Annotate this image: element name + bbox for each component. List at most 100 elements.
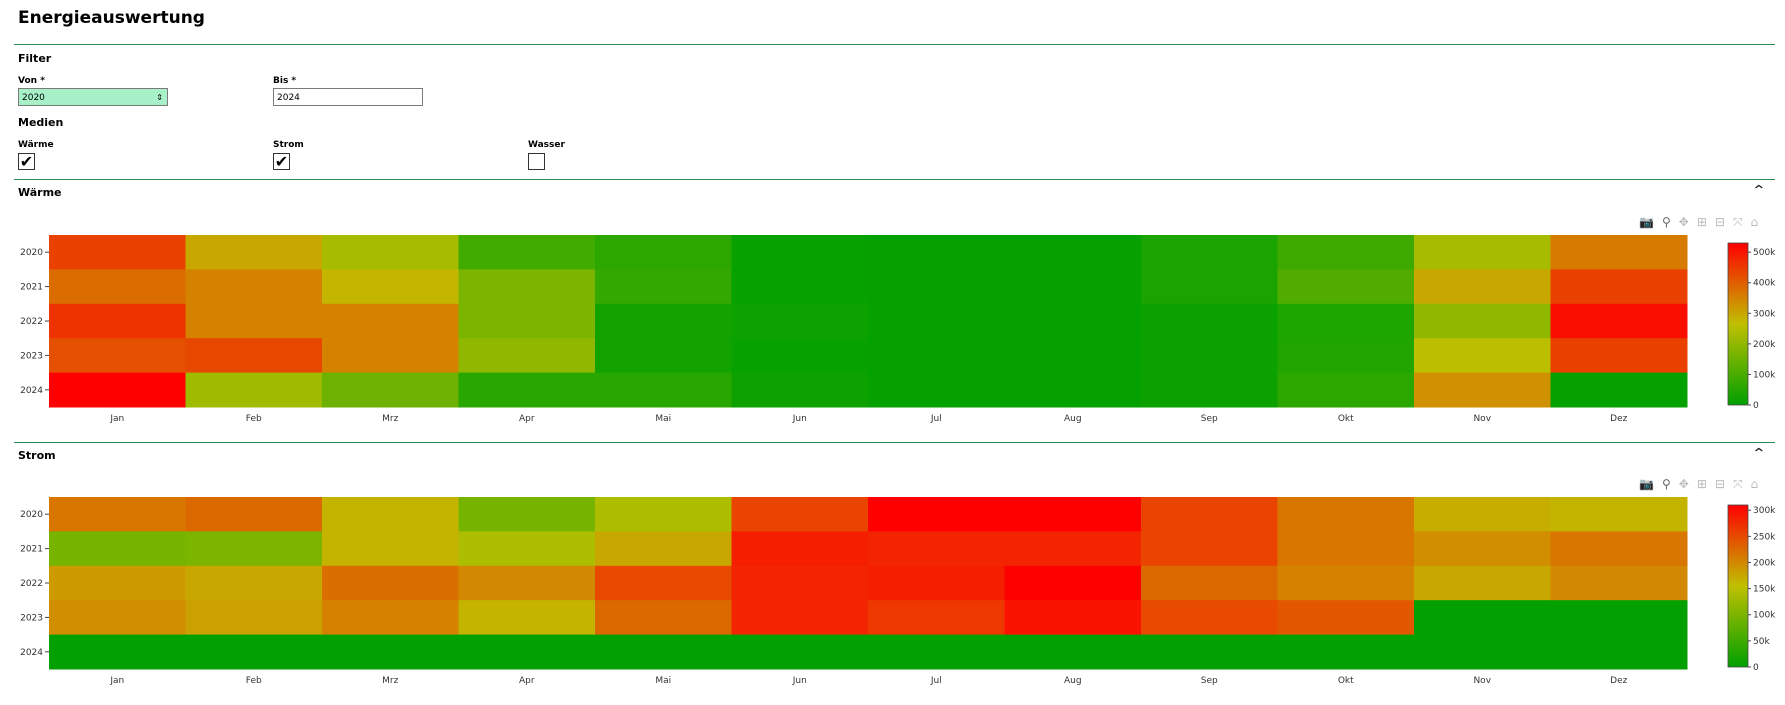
heatmap-cell[interactable] — [1550, 303, 1688, 339]
heatmap-cell[interactable] — [1550, 531, 1688, 567]
heatmap-cell[interactable] — [595, 600, 732, 636]
heatmap-cell[interactable] — [1004, 269, 1142, 305]
heatmap-cell[interactable] — [1550, 634, 1688, 670]
heatmap-cell[interactable] — [49, 565, 186, 601]
heatmap-cell[interactable] — [731, 565, 869, 601]
checkbox-strom[interactable]: ✔ — [273, 153, 290, 170]
heatmap-cell[interactable] — [1004, 372, 1142, 408]
heatmap-cell[interactable] — [731, 303, 869, 339]
heatmap-cell[interactable] — [185, 269, 323, 305]
heatmap-cell[interactable] — [868, 565, 1005, 601]
heatmap-cell[interactable] — [1414, 303, 1551, 339]
heatmap-cell[interactable] — [458, 497, 596, 532]
checkbox-wasser[interactable] — [528, 153, 545, 170]
heatmap-cell[interactable] — [49, 634, 186, 670]
heatmap-cell[interactable] — [731, 634, 869, 670]
heatmap-cell[interactable] — [458, 565, 596, 601]
heatmap-cell[interactable] — [595, 634, 732, 670]
heatmap-cell[interactable] — [1004, 600, 1142, 636]
camera-icon[interactable]: 📷 — [1639, 215, 1654, 229]
heatmap-cell[interactable] — [1277, 600, 1415, 636]
heatmap-cell[interactable] — [1277, 634, 1415, 670]
heatmap-cell[interactable] — [185, 303, 323, 339]
heatmap-cell[interactable] — [1004, 565, 1142, 601]
heatmap-cell[interactable] — [595, 269, 732, 305]
heatmap-cell[interactable] — [1414, 235, 1551, 270]
heatmap-cell[interactable] — [49, 338, 186, 374]
heatmap-cell[interactable] — [1550, 372, 1688, 408]
heatmap-cell[interactable] — [185, 338, 323, 374]
heatmap-cell[interactable] — [1550, 235, 1688, 270]
heatmap-cell[interactable] — [731, 372, 869, 408]
heatmap-cell[interactable] — [731, 338, 869, 374]
heatmap-cell[interactable] — [1141, 269, 1278, 305]
heatmap-cell[interactable] — [1414, 531, 1551, 567]
heatmap-cell[interactable] — [49, 269, 186, 305]
collapse-waerme-icon[interactable]: ⌃ — [1751, 183, 1767, 199]
heatmap-cell[interactable] — [1141, 565, 1278, 601]
heatmap-cell[interactable] — [1414, 565, 1551, 601]
heatmap-cell[interactable] — [322, 269, 459, 305]
heatmap-cell[interactable] — [49, 600, 186, 636]
heatmap-cell[interactable] — [1277, 269, 1415, 305]
camera-icon[interactable]: 📷 — [1639, 477, 1654, 491]
heatmap-cell[interactable] — [595, 303, 732, 339]
heatmap-cell[interactable] — [49, 303, 186, 339]
heatmap-cell[interactable] — [1277, 497, 1415, 532]
heatmap-cell[interactable] — [731, 600, 869, 636]
to-year-input[interactable]: 2024 — [273, 88, 423, 106]
heatmap-cell[interactable] — [595, 338, 732, 374]
heatmap-cell[interactable] — [1550, 497, 1688, 532]
from-year-input[interactable]: 2020 ⇕ — [18, 88, 168, 106]
reset-axes-icon[interactable]: ⌂ — [1750, 477, 1759, 491]
zoom-in-icon[interactable]: ⊞ — [1696, 215, 1707, 229]
heatmap-cell[interactable] — [322, 634, 459, 670]
heatmap-cell[interactable] — [458, 338, 596, 374]
heatmap-cell[interactable] — [1004, 634, 1142, 670]
heatmap-cell[interactable] — [868, 235, 1005, 270]
heatmap-cell[interactable] — [322, 235, 459, 270]
heatmap-cell[interactable] — [1550, 338, 1688, 374]
heatmap-strom[interactable]: 2020 2021 2022 2023 2024 Jan Feb Mrz Apr Mai Jun Ju… — [0, 492, 1785, 692]
heatmap-cell[interactable] — [1277, 565, 1415, 601]
heatmap-cell[interactable] — [1004, 497, 1142, 532]
heatmap-cell[interactable] — [1277, 372, 1415, 408]
heatmap-cell[interactable] — [1414, 634, 1551, 670]
heatmap-cell[interactable] — [458, 634, 596, 670]
heatmap-cell[interactable] — [322, 338, 459, 374]
heatmap-cell[interactable] — [1277, 338, 1415, 374]
heatmap-cell[interactable] — [49, 372, 186, 408]
zoom-icon[interactable]: ⚲ — [1661, 477, 1671, 491]
heatmap-cell[interactable] — [49, 531, 186, 567]
heatmap-cell[interactable] — [1414, 600, 1551, 636]
heatmap-cell[interactable] — [322, 303, 459, 339]
heatmap-cell[interactable] — [1141, 372, 1278, 408]
heatmap-cell[interactable] — [322, 565, 459, 601]
heatmap-cell[interactable] — [322, 372, 459, 408]
heatmap-cell[interactable] — [458, 600, 596, 636]
heatmap-cell[interactable] — [731, 269, 869, 305]
heatmap-cell[interactable] — [49, 235, 186, 270]
zoom-out-icon[interactable]: ⊟ — [1714, 477, 1725, 491]
heatmap-cell[interactable] — [322, 531, 459, 567]
spinner-icon[interactable]: ⇕ — [156, 93, 163, 102]
pan-icon[interactable]: ✥ — [1678, 477, 1689, 491]
heatmap-cell[interactable] — [1414, 269, 1551, 305]
heatmap-cell[interactable] — [322, 497, 459, 532]
heatmap-cell[interactable] — [731, 497, 869, 532]
zoom-icon[interactable]: ⚲ — [1661, 215, 1671, 229]
heatmap-cell[interactable] — [731, 531, 869, 567]
heatmap-cell[interactable] — [1141, 531, 1278, 567]
heatmap-cell[interactable] — [868, 634, 1005, 670]
heatmap-cell[interactable] — [1414, 338, 1551, 374]
heatmap-cell[interactable] — [458, 303, 596, 339]
heatmap-cell[interactable] — [595, 235, 732, 270]
heatmap-cell[interactable] — [1414, 372, 1551, 408]
autoscale-icon[interactable]: ⤧ — [1732, 476, 1743, 491]
heatmap-cell[interactable] — [1004, 338, 1142, 374]
heatmap-cell[interactable] — [1141, 235, 1278, 270]
heatmap-cell[interactable] — [185, 235, 323, 270]
heatmap-cell[interactable] — [322, 600, 459, 636]
heatmap-cell[interactable] — [731, 235, 869, 270]
heatmap-cell[interactable] — [458, 372, 596, 408]
